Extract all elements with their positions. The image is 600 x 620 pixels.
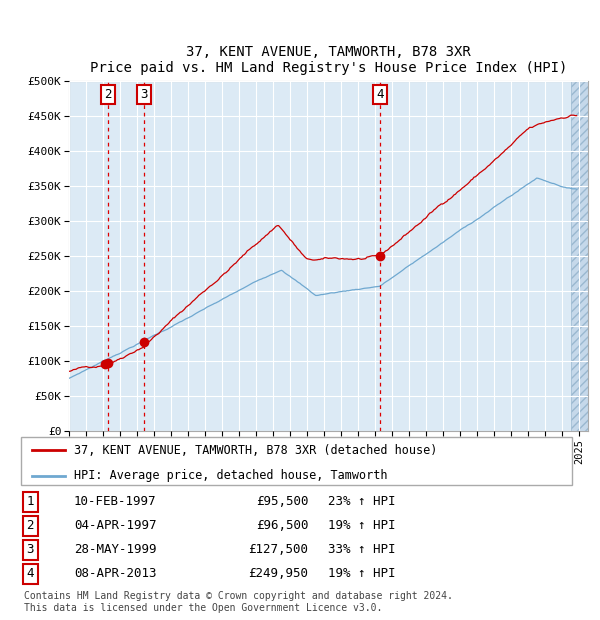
Text: 10-FEB-1997: 10-FEB-1997 <box>74 495 156 508</box>
Text: 3: 3 <box>140 88 148 101</box>
Text: 37, KENT AVENUE, TAMWORTH, B78 3XR (detached house): 37, KENT AVENUE, TAMWORTH, B78 3XR (deta… <box>74 443 437 456</box>
Text: 19% ↑ HPI: 19% ↑ HPI <box>328 567 395 580</box>
Text: 19% ↑ HPI: 19% ↑ HPI <box>328 520 395 533</box>
Title: 37, KENT AVENUE, TAMWORTH, B78 3XR
Price paid vs. HM Land Registry's House Price: 37, KENT AVENUE, TAMWORTH, B78 3XR Price… <box>90 45 567 75</box>
Text: 2: 2 <box>104 88 112 101</box>
Text: 28-MAY-1999: 28-MAY-1999 <box>74 543 156 556</box>
Text: 23% ↑ HPI: 23% ↑ HPI <box>328 495 395 508</box>
Text: 08-APR-2013: 08-APR-2013 <box>74 567 156 580</box>
Text: HPI: Average price, detached house, Tamworth: HPI: Average price, detached house, Tamw… <box>74 469 388 482</box>
Text: 33% ↑ HPI: 33% ↑ HPI <box>328 543 395 556</box>
Text: £96,500: £96,500 <box>256 520 308 533</box>
Text: 1: 1 <box>26 495 34 508</box>
Text: £249,950: £249,950 <box>248 567 308 580</box>
Text: £127,500: £127,500 <box>248 543 308 556</box>
Text: 3: 3 <box>26 543 34 556</box>
Text: Contains HM Land Registry data © Crown copyright and database right 2024.
This d: Contains HM Land Registry data © Crown c… <box>23 591 452 613</box>
FancyBboxPatch shape <box>21 437 572 485</box>
Text: 2: 2 <box>26 520 34 533</box>
Text: 4: 4 <box>26 567 34 580</box>
Text: 04-APR-1997: 04-APR-1997 <box>74 520 156 533</box>
Text: £95,500: £95,500 <box>256 495 308 508</box>
Text: 4: 4 <box>376 88 384 101</box>
